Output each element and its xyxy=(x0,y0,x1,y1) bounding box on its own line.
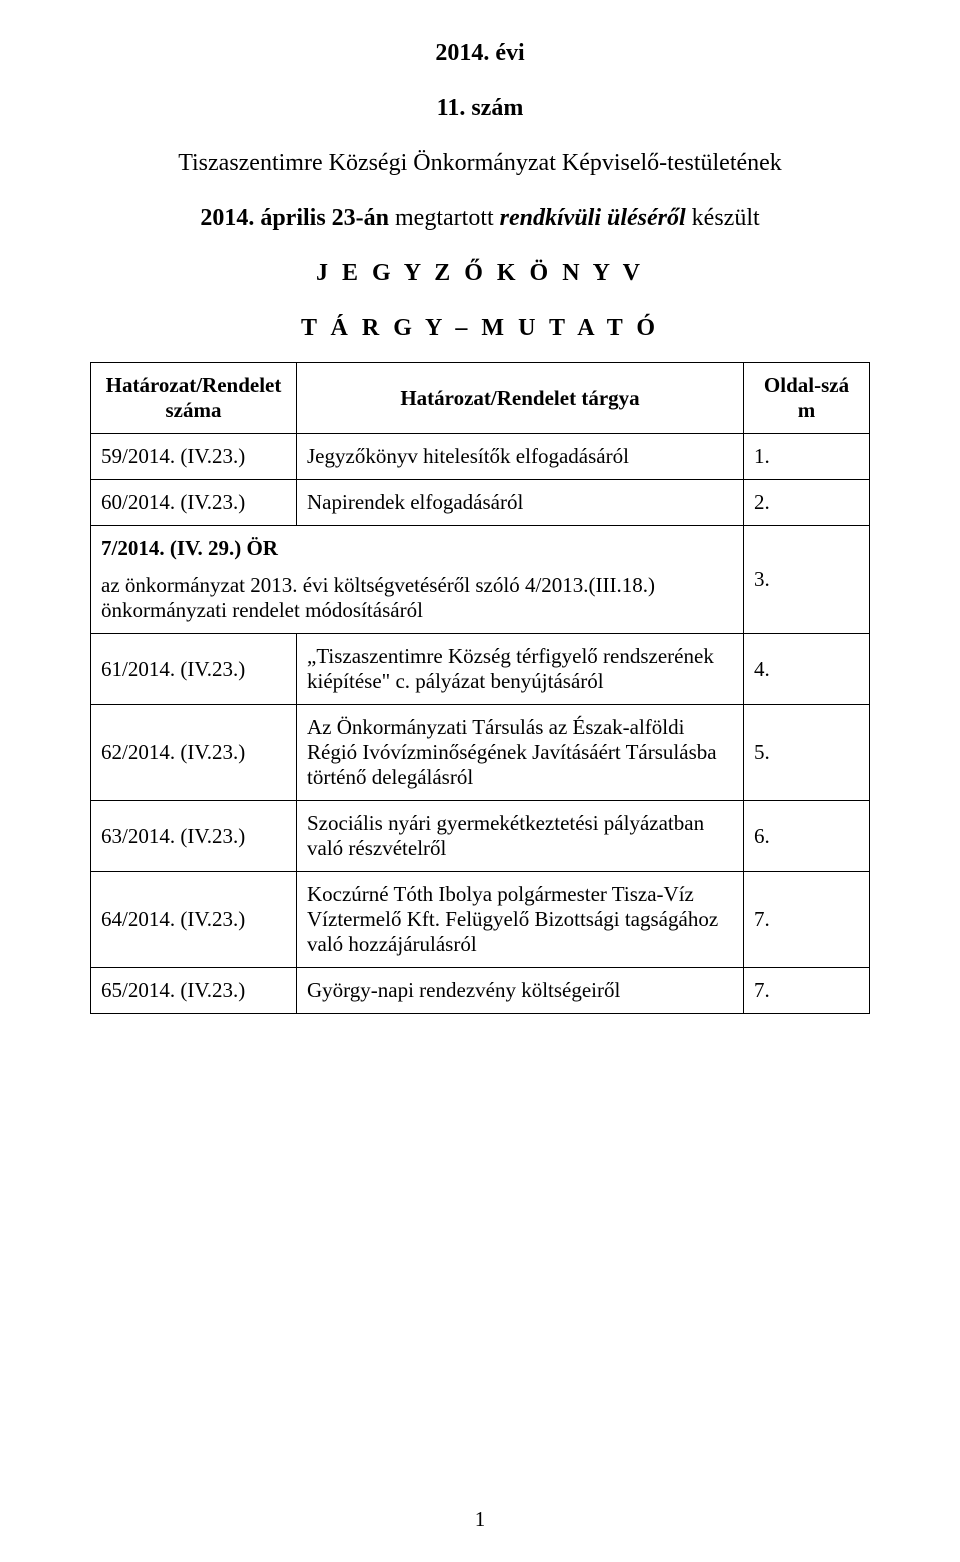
col-header-right: Oldal-szá m xyxy=(744,363,870,434)
cell-right: 7. xyxy=(744,872,870,968)
meeting-line: 2014. április 23-án megtartott rendkívül… xyxy=(90,205,870,232)
table-row: 60/2014. (IV.23.) Napirendek elfogadásár… xyxy=(91,480,870,526)
cell-right: 2. xyxy=(744,480,870,526)
table-row-merged: 7/2014. (IV. 29.) ÖR az önkormányzat 201… xyxy=(91,526,870,634)
org-line: Tiszaszentimre Községi Önkormányzat Képv… xyxy=(90,150,870,177)
cell-right: 6. xyxy=(744,801,870,872)
merged-line2: az önkormányzat 2013. évi költségvetésér… xyxy=(101,573,733,623)
jegyzokonyv-heading: J E G Y Z Ő K Ö N Y V xyxy=(90,260,870,287)
meeting-bold: rendkívüli üléséről xyxy=(500,205,686,231)
meeting-suffix: készült xyxy=(686,205,760,231)
cell-left: 63/2014. (IV.23.) xyxy=(91,801,297,872)
cell-left: 65/2014. (IV.23.) xyxy=(91,968,297,1014)
table-row: 64/2014. (IV.23.) Koczúrné Tóth Ibolya p… xyxy=(91,872,870,968)
table-row: 59/2014. (IV.23.) Jegyzőkönyv hitelesítő… xyxy=(91,434,870,480)
page: 2014. évi 11. szám Tiszaszentimre Község… xyxy=(0,0,960,1562)
cell-right: 4. xyxy=(744,634,870,705)
table-row: 63/2014. (IV.23.) Szociális nyári gyerme… xyxy=(91,801,870,872)
cell-mid: „Tiszaszentimre Község térfigyelő rendsz… xyxy=(297,634,744,705)
cell-right: 7. xyxy=(744,968,870,1014)
cell-left: 60/2014. (IV.23.) xyxy=(91,480,297,526)
cell-mid: Napirendek elfogadásáról xyxy=(297,480,744,526)
col-header-left: Határozat/Rendelet száma xyxy=(91,363,297,434)
cell-mid: György-napi rendezvény költségeiről xyxy=(297,968,744,1014)
cell-left: 64/2014. (IV.23.) xyxy=(91,872,297,968)
cell-right: 3. xyxy=(744,526,870,634)
table-row: 62/2014. (IV.23.) Az Önkormányzati Társu… xyxy=(91,705,870,801)
cell-right: 5. xyxy=(744,705,870,801)
col-header-mid: Határozat/Rendelet tárgya xyxy=(297,363,744,434)
merged-line1: 7/2014. (IV. 29.) ÖR xyxy=(101,536,733,561)
cell-mid: Koczúrné Tóth Ibolya polgármester Tisza-… xyxy=(297,872,744,968)
title-issue: 11. szám xyxy=(90,95,870,122)
cell-left: 59/2014. (IV.23.) xyxy=(91,434,297,480)
cell-right: 1. xyxy=(744,434,870,480)
title-year: 2014. évi xyxy=(90,40,870,67)
index-table: Határozat/Rendelet száma Határozat/Rende… xyxy=(90,362,870,1014)
cell-mid: Szociális nyári gyermekétkeztetési pályá… xyxy=(297,801,744,872)
page-number: 1 xyxy=(0,1507,960,1532)
targymutato-heading: T Á R G Y – M U T A T Ó xyxy=(90,315,870,342)
meeting-middle: megtartott xyxy=(395,205,500,231)
table-row: 61/2014. (IV.23.) „Tiszaszentimre Község… xyxy=(91,634,870,705)
cell-mid: Jegyzőkönyv hitelesítők elfogadásáról xyxy=(297,434,744,480)
cell-left: 62/2014. (IV.23.) xyxy=(91,705,297,801)
cell-left: 61/2014. (IV.23.) xyxy=(91,634,297,705)
table-header-row: Határozat/Rendelet száma Határozat/Rende… xyxy=(91,363,870,434)
meeting-prefix: 2014. április 23-án xyxy=(200,205,395,231)
cell-merged: 7/2014. (IV. 29.) ÖR az önkormányzat 201… xyxy=(91,526,744,634)
table-row: 65/2014. (IV.23.) György-napi rendezvény… xyxy=(91,968,870,1014)
cell-mid: Az Önkormányzati Társulás az Észak-alföl… xyxy=(297,705,744,801)
